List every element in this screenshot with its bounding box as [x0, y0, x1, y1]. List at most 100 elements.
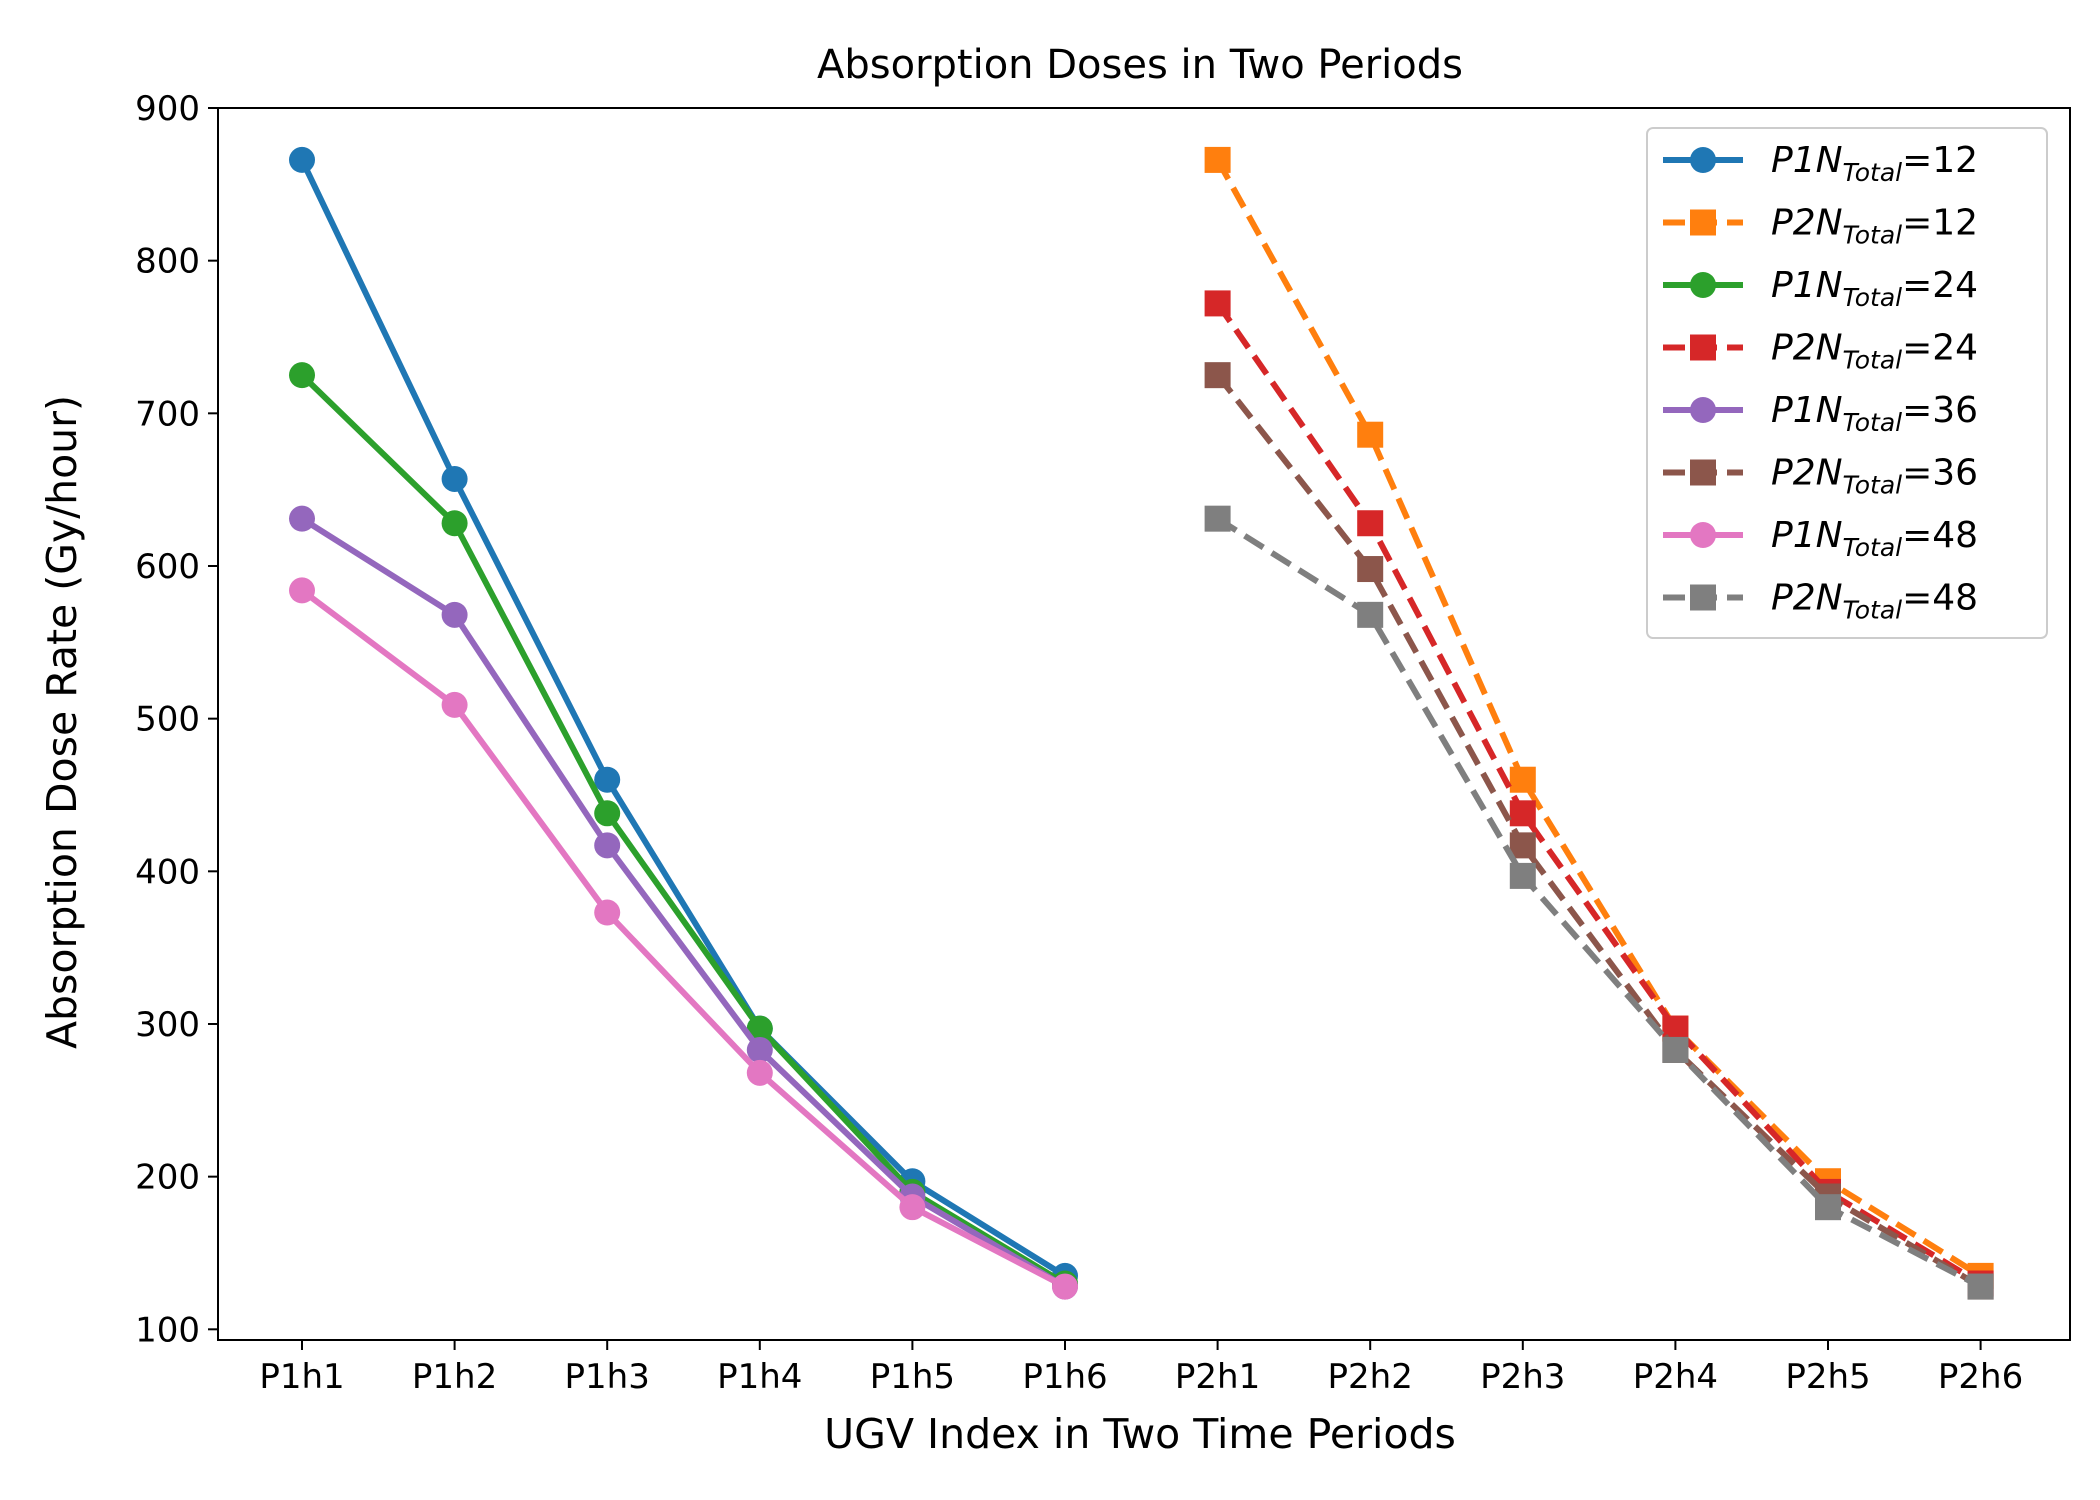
legend-entry: P1NTotal=36 — [1663, 390, 1978, 437]
data-point — [1204, 362, 1231, 389]
data-point — [1357, 556, 1384, 583]
y-tick: 800 — [135, 242, 218, 282]
data-point — [1204, 290, 1231, 317]
series-layer — [289, 146, 1994, 1300]
legend-entry: P2NTotal=48 — [1663, 578, 1978, 625]
data-point — [594, 899, 621, 926]
x-tick-label: P2h3 — [1480, 1357, 1565, 1397]
x-tick: P1h5 — [870, 1340, 955, 1397]
legend-marker — [1690, 584, 1716, 611]
y-tick-label: 800 — [135, 242, 200, 282]
data-point — [289, 362, 315, 389]
legend-label: P2NTotal=36 — [1771, 453, 1978, 500]
legend-label: P1NTotal=48 — [1771, 515, 1978, 562]
data-point — [594, 832, 621, 859]
legend-marker — [1690, 272, 1716, 298]
x-axis: P1h1 P1h2 P1h3 P1h4 P1h5 P1h6 P2h1 P2h2 P2h3 P2h4… — [259, 1340, 2023, 1397]
series — [289, 577, 1078, 1300]
legend-label: P1NTotal=12 — [1771, 140, 1978, 187]
x-axis-label: UGV Index in Two Time Periods — [824, 1410, 1456, 1458]
x-tick-label: P2h2 — [1328, 1357, 1413, 1397]
x-tick: P1h6 — [1022, 1340, 1108, 1397]
y-axis: 100 200 300 400 500 600 700 800 900 — [135, 89, 218, 1350]
y-tick-label: 900 — [135, 89, 200, 129]
legend-entry: P2NTotal=24 — [1663, 328, 1978, 375]
x-tick: P2h2 — [1328, 1340, 1413, 1397]
legend: P1NTotal=12 P2NTotal=12 P1NTotal=24 P2NTota… — [1646, 127, 2048, 639]
data-point — [1357, 510, 1384, 537]
data-point — [441, 510, 468, 537]
series-line — [300, 588, 1067, 1290]
y-tick: 200 — [135, 1158, 218, 1198]
x-tick: P1h2 — [412, 1340, 497, 1397]
data-point — [1509, 766, 1536, 793]
legend-marker — [1690, 459, 1716, 486]
chart-title: Absorption Doses in Two Periods — [817, 42, 1463, 88]
x-tick-label: P2h4 — [1633, 1357, 1718, 1397]
data-point — [594, 800, 621, 827]
x-tick-label: P1h4 — [717, 1357, 802, 1397]
y-tick-label: 700 — [135, 394, 200, 434]
legend-label: P1NTotal=36 — [1771, 390, 1978, 437]
legend-marker — [1690, 334, 1716, 361]
data-point — [1204, 146, 1231, 173]
y-tick: 300 — [135, 1005, 218, 1045]
data-point — [1509, 832, 1536, 859]
data-point — [289, 577, 315, 604]
y-tick-label: 300 — [135, 1005, 200, 1045]
data-point — [1204, 505, 1231, 532]
legend-entry: P2NTotal=12 — [1663, 203, 1978, 250]
legend-label: P1NTotal=24 — [1771, 265, 1978, 312]
data-point — [441, 601, 468, 628]
y-tick: 700 — [135, 394, 218, 434]
x-tick-label: P1h1 — [259, 1357, 344, 1397]
data-point — [289, 146, 315, 173]
y-tick-label: 600 — [135, 547, 200, 587]
series-line — [1214, 158, 1983, 1279]
data-point — [1662, 1036, 1689, 1063]
data-point — [1967, 1273, 1994, 1300]
legend-frame — [1646, 127, 2048, 639]
x-tick-label: P1h6 — [1022, 1357, 1107, 1397]
y-tick-label: 500 — [135, 700, 200, 740]
data-point — [1357, 421, 1384, 448]
x-tick: P2h3 — [1480, 1340, 1565, 1397]
y-tick: 600 — [135, 547, 218, 587]
x-tick-label: P1h3 — [565, 1357, 650, 1397]
legend-label: P2NTotal=12 — [1771, 203, 1978, 250]
y-tick-label: 200 — [135, 1158, 200, 1198]
data-point — [289, 505, 315, 532]
series-line — [299, 158, 1067, 1279]
legend-label: P2NTotal=48 — [1771, 578, 1978, 625]
x-tick: P1h1 — [259, 1340, 345, 1397]
x-tick: P2h4 — [1633, 1340, 1718, 1397]
x-tick: P1h3 — [565, 1340, 650, 1397]
series — [1204, 505, 1994, 1300]
plot-frame — [217, 107, 2071, 1341]
series-line — [299, 373, 1067, 1287]
y-tick: 500 — [135, 700, 218, 740]
plot-area — [217, 107, 2071, 1341]
y-tick-label: 100 — [135, 1310, 200, 1350]
data-point — [899, 1194, 926, 1221]
data-point — [1509, 800, 1536, 827]
x-tick-label: P1h2 — [412, 1357, 497, 1397]
series-line — [1215, 373, 1983, 1290]
legend-label: P2NTotal=24 — [1771, 328, 1978, 375]
data-point — [1052, 1273, 1078, 1300]
series-line — [300, 516, 1067, 1290]
y-tick-label: 400 — [135, 852, 200, 892]
x-tick: P2h1 — [1175, 1340, 1260, 1397]
data-point — [594, 766, 621, 793]
legend-entry: P1NTotal=12 — [1663, 140, 1978, 187]
legend-marker — [1690, 147, 1716, 173]
x-tick-label: P2h1 — [1175, 1357, 1260, 1397]
series-line — [1216, 516, 1982, 1290]
x-tick-label: P2h6 — [1938, 1357, 2023, 1397]
legend-marker — [1690, 522, 1716, 548]
data-point — [441, 465, 468, 492]
x-tick-label: P2h5 — [1785, 1357, 1870, 1397]
data-point — [746, 1059, 773, 1086]
x-tick: P2h6 — [1938, 1340, 2023, 1397]
